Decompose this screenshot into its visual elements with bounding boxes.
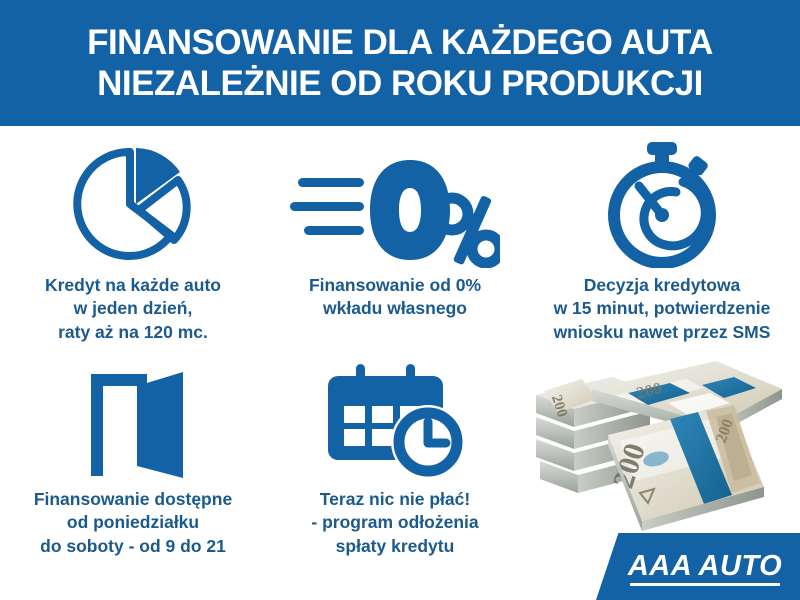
aaa-auto-logo[interactable]: AAA AUTO (596, 533, 800, 600)
caption-line: od poniedziałku (66, 512, 200, 533)
banner-header: FINANSOWANIE DLA KAŻDEGO AUTA NIEZALEŻNI… (0, 0, 800, 126)
caption-line: do soboty - od 9 do 21 (40, 535, 226, 556)
feature-hours-caption: Finansowanie dostępne od poniedziałku do… (34, 488, 232, 558)
feature-credit: Kredyt na każde auto w jeden dzień, raty… (0, 140, 266, 344)
caption-line: w 15 minut, potwierdzenie (553, 298, 771, 319)
feature-hours: Finansowanie dostępne od poniedziałku do… (0, 362, 266, 558)
caption-line: Finansowanie od 0% (308, 275, 482, 295)
pie-chart-icon (68, 140, 198, 268)
caption-line: Finansowanie dostępne (33, 489, 233, 509)
feature-deferral: Teraz nic nie płać! - program odłożenia … (266, 362, 524, 558)
svg-text:200: 200 (548, 393, 570, 419)
caption-line: spłaty kredytu (335, 535, 455, 556)
banknote-stacks-photo: 200 200 200 200 (520, 355, 800, 545)
calendar-clock-icon (320, 362, 470, 482)
stopwatch-icon (592, 140, 732, 268)
logo-text: AAA AUTO (627, 550, 783, 582)
feature-decision: Decyzja kredytowa w 15 minut, potwierdze… (524, 140, 800, 344)
caption-line: w jeden dzień, (73, 298, 193, 319)
feature-zero-percent: Finansowanie od 0% wkładu własnego (266, 140, 524, 321)
logo-banner-shape (596, 533, 800, 600)
feature-deferral-caption: Teraz nic nie płać! - program odłożenia … (311, 488, 478, 558)
caption-line: wkładu własnego (323, 298, 467, 319)
logo-underline (630, 583, 780, 586)
headline-line-1: FINANSOWANIE DLA KAŻDEGO AUTA (87, 22, 713, 62)
caption-line: Decyzja kredytowa (583, 275, 741, 295)
feature-zero-percent-caption: Finansowanie od 0% wkładu własnego (309, 274, 481, 321)
caption-line: Teraz nic nie płać! (319, 489, 471, 509)
headline-line-2: NIEZALEŻNIE OD ROKU PRODUKCJI (97, 64, 703, 103)
caption-line: Kredyt na każde auto (44, 275, 222, 295)
open-door-icon (71, 362, 196, 482)
feature-decision-caption: Decyzja kredytowa w 15 minut, potwierdze… (554, 274, 771, 344)
caption-line: - program odłożenia (311, 512, 479, 533)
caption-line: wniosku nawet przez SMS (553, 321, 771, 342)
feature-credit-caption: Kredyt na każde auto w jeden dzień, raty… (45, 274, 221, 344)
caption-line: raty aż na 120 mc. (58, 321, 208, 342)
zero-percent-icon (290, 140, 500, 268)
